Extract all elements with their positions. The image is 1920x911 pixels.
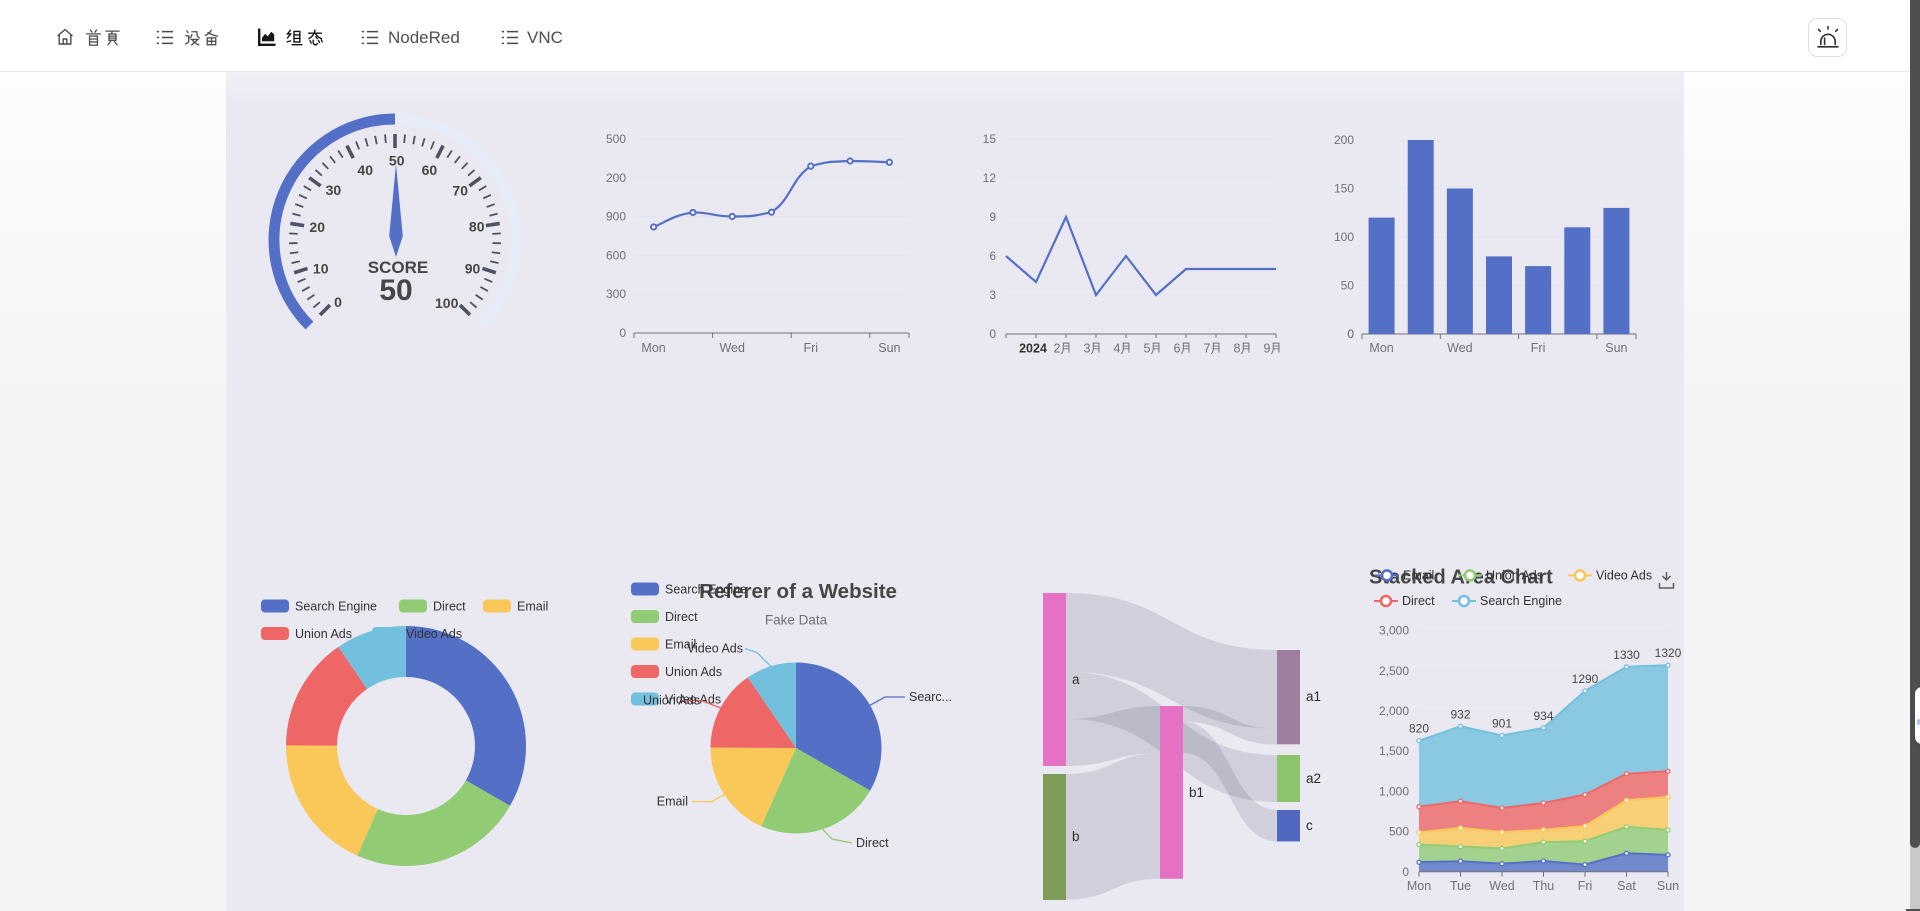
svg-text:9: 9 bbox=[989, 210, 996, 224]
svg-text:Union Ads: Union Ads bbox=[295, 627, 352, 641]
svg-text:Fri: Fri bbox=[1578, 879, 1593, 893]
svg-text:1290: 1290 bbox=[1572, 672, 1599, 686]
svg-text:Tue: Tue bbox=[1450, 879, 1471, 893]
svg-text:Mon: Mon bbox=[641, 341, 665, 355]
svg-text:8: 8 bbox=[1234, 342, 1241, 356]
svg-text:0: 0 bbox=[1402, 865, 1409, 879]
svg-text:c: c bbox=[1306, 818, 1313, 833]
svg-text:4: 4 bbox=[1114, 342, 1121, 356]
svg-text:50: 50 bbox=[389, 153, 405, 169]
svg-text:Email: Email bbox=[517, 600, 548, 614]
svg-text:Union Ads: Union Ads bbox=[1486, 568, 1543, 582]
svg-text:2024: 2024 bbox=[1019, 342, 1047, 356]
svg-text:0: 0 bbox=[989, 327, 996, 341]
svg-text:50: 50 bbox=[379, 274, 412, 307]
svg-text:NodeRed: NodeRed bbox=[388, 28, 460, 47]
svg-text:932: 932 bbox=[1450, 707, 1470, 721]
svg-text:7: 7 bbox=[1204, 342, 1211, 356]
svg-text:Wed: Wed bbox=[719, 341, 745, 355]
svg-text:1,500: 1,500 bbox=[1379, 744, 1409, 758]
svg-text:2: 2 bbox=[1054, 342, 1061, 356]
svg-text:2,000: 2,000 bbox=[1379, 704, 1409, 718]
svg-text:Stacked Area Chart: Stacked Area Chart bbox=[1369, 567, 1553, 589]
svg-text:200: 200 bbox=[1334, 133, 1354, 147]
svg-text:820: 820 bbox=[1409, 722, 1429, 736]
svg-text:5: 5 bbox=[1144, 342, 1151, 356]
svg-text:10: 10 bbox=[313, 261, 329, 277]
svg-text:b: b bbox=[1072, 829, 1080, 844]
svg-text:Mon: Mon bbox=[1369, 341, 1393, 355]
svg-text:20: 20 bbox=[309, 219, 325, 235]
svg-text:Sun: Sun bbox=[1657, 879, 1679, 893]
svg-text:Direct: Direct bbox=[665, 610, 698, 624]
svg-text:40: 40 bbox=[357, 162, 373, 178]
svg-text:Search Engine: Search Engine bbox=[295, 600, 377, 614]
svg-text:0: 0 bbox=[1347, 327, 1354, 341]
svg-text:900: 900 bbox=[606, 210, 626, 224]
svg-text:Wed: Wed bbox=[1489, 879, 1515, 893]
svg-text:Email: Email bbox=[657, 795, 688, 809]
svg-text:Direct: Direct bbox=[856, 836, 889, 850]
svg-text:150: 150 bbox=[1334, 182, 1354, 196]
svg-text:Mon: Mon bbox=[1407, 879, 1431, 893]
svg-text:1330: 1330 bbox=[1613, 648, 1640, 662]
svg-text:0: 0 bbox=[334, 294, 342, 310]
svg-text:934: 934 bbox=[1533, 709, 1553, 723]
svg-text:50: 50 bbox=[1341, 279, 1355, 293]
svg-text:3,000: 3,000 bbox=[1379, 624, 1409, 638]
svg-text:Search Engine: Search Engine bbox=[665, 583, 747, 597]
svg-text:Direct: Direct bbox=[433, 600, 466, 614]
svg-text:Video Ads: Video Ads bbox=[687, 642, 743, 656]
svg-text:Sun: Sun bbox=[1605, 341, 1627, 355]
svg-text:Video Ads: Video Ads bbox=[406, 627, 462, 641]
svg-text:VNC: VNC bbox=[527, 28, 563, 47]
svg-text:Direct: Direct bbox=[1402, 594, 1435, 608]
svg-text:0: 0 bbox=[619, 326, 626, 340]
svg-text:a: a bbox=[1072, 672, 1080, 687]
svg-text:Video Ads: Video Ads bbox=[1596, 568, 1652, 582]
svg-text:6: 6 bbox=[989, 249, 996, 263]
svg-text:500: 500 bbox=[1389, 825, 1409, 839]
svg-text:30: 30 bbox=[326, 182, 342, 198]
svg-text:2,500: 2,500 bbox=[1379, 664, 1409, 678]
svg-text:Thu: Thu bbox=[1533, 879, 1555, 893]
svg-text:901: 901 bbox=[1492, 717, 1512, 731]
svg-text:300: 300 bbox=[606, 287, 626, 301]
svg-text:Referer of a Website: Referer of a Website bbox=[699, 580, 897, 603]
svg-text:12: 12 bbox=[983, 171, 997, 185]
svg-text:90: 90 bbox=[465, 261, 481, 277]
svg-text:600: 600 bbox=[606, 248, 626, 262]
svg-text:Email: Email bbox=[1403, 568, 1434, 582]
svg-text:1320: 1320 bbox=[1655, 646, 1682, 660]
svg-text:b1: b1 bbox=[1189, 785, 1204, 800]
svg-text:Fri: Fri bbox=[1531, 341, 1546, 355]
svg-text:a2: a2 bbox=[1306, 771, 1321, 786]
svg-text:Union Ads: Union Ads bbox=[665, 665, 722, 679]
svg-text:3: 3 bbox=[989, 288, 996, 302]
svg-text:200: 200 bbox=[606, 171, 626, 185]
svg-text:100: 100 bbox=[435, 295, 459, 311]
svg-text:15: 15 bbox=[983, 132, 997, 146]
svg-text:Wed: Wed bbox=[1447, 341, 1473, 355]
svg-text:70: 70 bbox=[452, 183, 468, 199]
svg-text:100: 100 bbox=[1334, 230, 1354, 244]
svg-text:9: 9 bbox=[1264, 342, 1271, 356]
svg-text:Search Engine: Search Engine bbox=[1480, 594, 1562, 608]
svg-text:80: 80 bbox=[469, 218, 485, 234]
svg-text:0: 0 bbox=[1347, 327, 1354, 341]
svg-text:6: 6 bbox=[1174, 342, 1181, 356]
svg-text:a1: a1 bbox=[1306, 689, 1321, 704]
svg-text:500: 500 bbox=[606, 132, 626, 146]
svg-text:Sat: Sat bbox=[1617, 879, 1636, 893]
svg-text:Email: Email bbox=[665, 638, 696, 652]
svg-text:Sun: Sun bbox=[878, 341, 900, 355]
svg-text:Searc...: Searc... bbox=[909, 690, 952, 704]
svg-text:Union Ads: Union Ads bbox=[643, 694, 700, 708]
svg-text:Fri: Fri bbox=[804, 341, 819, 355]
svg-text:1,000: 1,000 bbox=[1379, 784, 1409, 798]
svg-text:Fake Data: Fake Data bbox=[765, 613, 828, 628]
svg-text:60: 60 bbox=[422, 162, 438, 178]
svg-text:3: 3 bbox=[1084, 342, 1091, 356]
svg-text:SCORE: SCORE bbox=[368, 258, 428, 277]
